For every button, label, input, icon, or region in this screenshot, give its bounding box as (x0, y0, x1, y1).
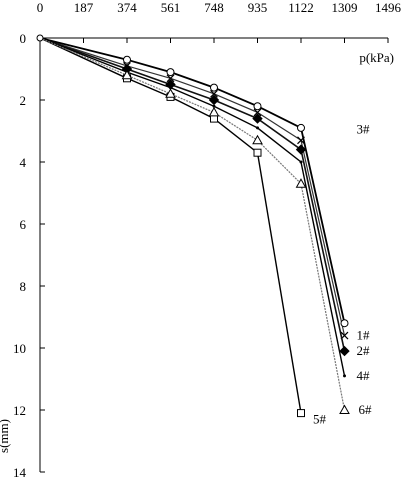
data-point-3 (340, 319, 349, 328)
series-label-4: 4# (357, 368, 371, 383)
data-point-2 (252, 113, 263, 124)
data-point-4 (343, 374, 346, 378)
marker-stroke (253, 108, 262, 117)
data-point-6 (165, 88, 176, 98)
data-point-1 (210, 89, 218, 98)
y-tick-label: 6 (20, 217, 27, 232)
data-point-6 (295, 178, 307, 188)
data-point-3 (166, 68, 175, 77)
data-point-4 (299, 160, 303, 164)
data-point-2 (339, 345, 350, 357)
series-label-2: 2# (357, 343, 371, 358)
origin-point (36, 34, 44, 42)
series-label-6: 6# (359, 402, 373, 417)
x-tick-label: 187 (74, 0, 94, 15)
y-tick-label: 2 (20, 93, 27, 108)
data-point-3 (297, 123, 305, 132)
marker-stroke (166, 74, 175, 83)
data-point-2 (208, 94, 220, 106)
x-tick-label: 374 (117, 0, 137, 15)
data-point-6 (252, 134, 263, 145)
data-point-5 (297, 409, 305, 418)
x-tick-label: 748 (204, 0, 224, 15)
data-point-6 (339, 404, 350, 414)
chart-axes: 0 187 374 561 748 935 1122 1309 1496 0 2 4 6 8 10 12 14 p… (0, 0, 402, 480)
series-line-5 (39, 37, 302, 414)
y-tick-label: 4 (20, 155, 27, 170)
x-tick-label: 935 (248, 0, 268, 15)
data-point-5 (253, 148, 262, 157)
marker-stroke (210, 89, 218, 98)
data-point-1 (166, 74, 175, 83)
y-tick-label: 0 (20, 31, 27, 46)
y-tick-label: 10 (13, 341, 26, 356)
data-point-4 (256, 126, 259, 130)
x-tick-label: 561 (161, 0, 181, 15)
data-point-4 (212, 104, 216, 108)
series-line-2 (39, 37, 346, 352)
x-tick-label: 1496 (375, 0, 402, 15)
data-point-6 (208, 106, 220, 117)
data-point-3 (123, 55, 131, 64)
data-point-4 (169, 86, 172, 90)
chart-labels-layer: 1#2# 3# 4# 5# 6# (313, 121, 372, 426)
x-tick-label: 0 (37, 0, 44, 15)
data-point-1 (253, 108, 262, 117)
data-point-2 (295, 144, 307, 155)
data-point-6 (121, 69, 133, 80)
y-tick-label: 12 (13, 403, 26, 418)
x-axis-label: p(kPa) (359, 50, 394, 65)
data-point-3 (253, 102, 262, 111)
y-tick-label: 14 (13, 465, 27, 480)
series-label-1: 1# (357, 328, 371, 343)
series-line-3 (39, 37, 346, 324)
data-point-3 (210, 83, 218, 92)
y-tick-label: 8 (20, 279, 27, 294)
series-line-6 (39, 37, 346, 411)
chart-series-layer (36, 34, 350, 418)
x-tick-label: 1122 (288, 0, 314, 15)
series-label-5: 5# (313, 411, 327, 426)
series-line-4 (39, 37, 346, 377)
series-label-3: 3# (357, 121, 371, 136)
y-axis-label: s(mm) (0, 419, 11, 453)
x-tick-label: 1309 (332, 0, 358, 15)
